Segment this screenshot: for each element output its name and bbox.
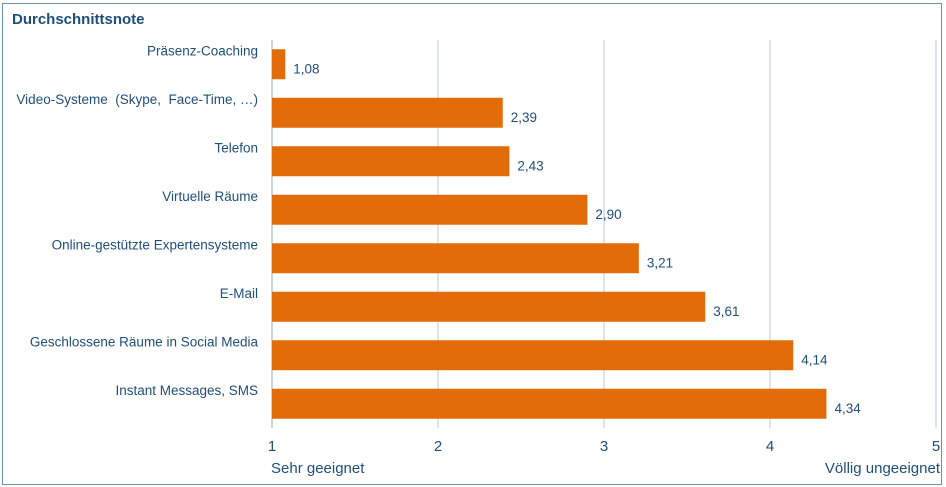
chart-title: Durchschnittsnote xyxy=(12,11,145,28)
data-label: 3,21 xyxy=(647,255,673,270)
data-label: 4,34 xyxy=(834,401,861,416)
x-tick-label: 2 xyxy=(434,438,442,455)
data-label: 2,39 xyxy=(511,110,537,125)
bar xyxy=(272,97,503,128)
bar xyxy=(272,49,286,80)
category-label: Geschlossene Räume in Social Media xyxy=(30,334,259,349)
bar xyxy=(272,194,588,225)
x-tick-label: 4 xyxy=(766,438,774,455)
bar xyxy=(272,291,706,322)
category-label: Telefon xyxy=(214,140,258,155)
category-label: Präsenz-Coaching xyxy=(147,43,258,58)
x-axis-right-label: Völlig ungeeignet xyxy=(825,460,941,477)
data-label: 2,90 xyxy=(595,207,621,222)
x-tick-label: 5 xyxy=(932,438,940,455)
category-label: Online-gestützte Expertensysteme xyxy=(52,237,258,252)
bar xyxy=(272,340,794,371)
x-tick-label: 1 xyxy=(268,438,276,455)
data-label: 3,61 xyxy=(713,304,739,319)
category-label: Virtuelle Räume xyxy=(162,189,258,204)
bar xyxy=(272,243,639,274)
category-label: Instant Messages, SMS xyxy=(115,383,258,398)
x-tick-label: 3 xyxy=(600,438,608,455)
data-label: 1,08 xyxy=(293,61,319,76)
category-label: E-Mail xyxy=(220,286,258,301)
data-label: 2,43 xyxy=(517,158,543,173)
data-label: 4,14 xyxy=(801,352,828,367)
category-label: Video-Systeme (Skype, Face-Time, …) xyxy=(16,92,258,107)
bar xyxy=(272,146,510,177)
x-axis-left-label: Sehr geeignet xyxy=(271,460,365,477)
bar xyxy=(272,388,827,419)
